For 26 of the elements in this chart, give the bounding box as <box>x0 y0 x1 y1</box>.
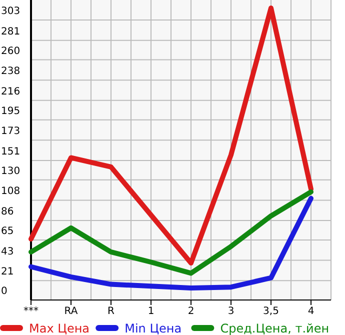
legend-label: Сред.Цена, т.йен <box>220 322 330 335</box>
y-tick-label: 0 <box>1 286 8 297</box>
x-tick-label: 4 <box>308 306 314 317</box>
y-tick-label: 86 <box>1 206 14 218</box>
y-tick-label: 260 <box>1 46 20 57</box>
x-tick-label: RA <box>64 306 78 317</box>
x-tick-label: 3 <box>228 306 234 317</box>
x-tick-label: 3,5 <box>263 306 279 317</box>
y-tick-label: 303 <box>1 6 20 18</box>
y-tick-label: 238 <box>1 66 20 78</box>
y-tick-label: 43 <box>1 246 14 258</box>
legend-label: Min Цена <box>124 322 182 335</box>
y-tick-label: 173 <box>1 126 20 138</box>
x-tick-label: 1 <box>148 306 154 317</box>
y-tick-label: 65 <box>1 226 14 237</box>
y-tick-label: 281 <box>1 26 20 38</box>
y-tick-label: 130 <box>1 166 20 177</box>
x-tick-label: R <box>108 306 115 317</box>
y-tick-label: 108 <box>1 186 20 198</box>
y-tick-label: 195 <box>1 106 20 117</box>
y-tick-label: 151 <box>1 146 20 158</box>
x-tick-label: *** <box>24 306 38 317</box>
y-tick-label: 216 <box>1 86 20 98</box>
x-tick-label: 2 <box>188 306 194 317</box>
legend-label: Max Цена <box>29 322 90 335</box>
y-tick-label: 21 <box>1 266 14 278</box>
